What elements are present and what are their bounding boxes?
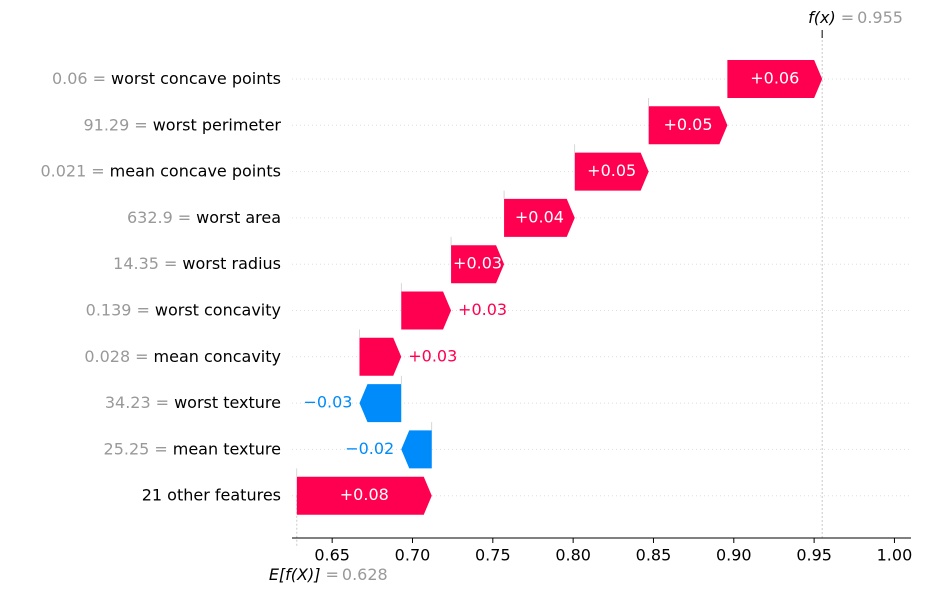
feature-label: 25.25 = mean texture [104, 439, 281, 458]
feature-name: 21 other features [142, 485, 281, 504]
feature-name: worst concave points [111, 69, 281, 88]
bar [727, 60, 823, 98]
feature-value: 0.021 [40, 161, 86, 180]
feature-name: mean texture [173, 439, 281, 458]
bar [359, 384, 402, 423]
feature-label: 14.35 = worst radius [113, 254, 281, 273]
bar [648, 106, 728, 145]
feature-value: 632.9 [127, 207, 173, 226]
x-tick-label: 0.70 [395, 546, 431, 565]
separator: = [93, 69, 106, 88]
x-tick-label: 0.85 [636, 546, 672, 565]
feature-value: 14.35 [113, 254, 159, 273]
separator: = [135, 346, 148, 365]
x-tick-label: 1.00 [877, 546, 913, 565]
feature-label: 0.021 = mean concave points [40, 161, 281, 180]
x-tick-label: 0.90 [716, 546, 752, 565]
feature-name: worst texture [174, 393, 281, 412]
value-label: +0.08 [340, 485, 389, 504]
value-label: +0.03 [458, 300, 507, 319]
base-label: E[f(X)] = 0.628 [269, 565, 388, 584]
feature-value: 0.139 [86, 300, 132, 319]
feature-name: worst area [196, 207, 281, 226]
x-tick-label: 0.65 [314, 546, 350, 565]
feature-value: 0.06 [52, 69, 88, 88]
bar [574, 152, 649, 191]
feature-label: 34.23 = worst texture [105, 393, 281, 412]
feature-label: 0.06 = worst concave points [52, 69, 281, 88]
value-label: +0.04 [515, 207, 564, 226]
output-name: f(x) [808, 8, 836, 27]
feature-name: worst radius [182, 254, 281, 273]
feature-label: 91.29 = worst perimeter [83, 115, 281, 134]
feature-name: worst perimeter [153, 115, 282, 134]
base-name: E[f(X)] [269, 565, 321, 584]
bar [296, 476, 432, 515]
feature-label: 21 other features [142, 485, 281, 504]
output-label: f(x) = 0.955 [808, 8, 903, 27]
separator: = [841, 8, 854, 27]
separator: = [178, 207, 191, 226]
feature-value: 91.29 [83, 115, 129, 134]
feature-label: 0.139 = worst concavity [86, 300, 281, 319]
separator: = [325, 565, 338, 584]
bar [359, 337, 402, 376]
bar [504, 198, 575, 237]
bar [401, 291, 452, 330]
feature-name: worst concavity [155, 300, 281, 319]
feature-label: 0.028 = mean concavity [84, 346, 281, 365]
value-label: +0.03 [408, 346, 457, 365]
value-label: −0.03 [303, 393, 352, 412]
feature-name: mean concavity [154, 346, 281, 365]
separator: = [134, 115, 147, 134]
bar [451, 245, 505, 284]
value-label: +0.05 [663, 115, 712, 134]
x-tick-label: 0.75 [475, 546, 511, 565]
x-tick-label: 0.95 [796, 546, 832, 565]
value-label: −0.02 [345, 439, 394, 458]
output-value: 0.955 [857, 8, 903, 27]
feature-value: 25.25 [104, 439, 150, 458]
separator: = [164, 254, 177, 273]
separator: = [91, 161, 104, 180]
separator: = [136, 300, 149, 319]
x-tick-label: 0.80 [555, 546, 591, 565]
bar [401, 430, 432, 469]
feature-name: mean concave points [110, 161, 281, 180]
base-value: 0.628 [342, 565, 388, 584]
feature-value: 0.028 [84, 346, 130, 365]
feature-value: 34.23 [105, 393, 151, 412]
value-label: +0.06 [750, 69, 799, 88]
value-label: +0.05 [587, 161, 636, 180]
separator: = [156, 393, 169, 412]
value-label: +0.03 [453, 254, 502, 273]
feature-label: 632.9 = worst area [127, 207, 281, 226]
separator: = [154, 439, 167, 458]
